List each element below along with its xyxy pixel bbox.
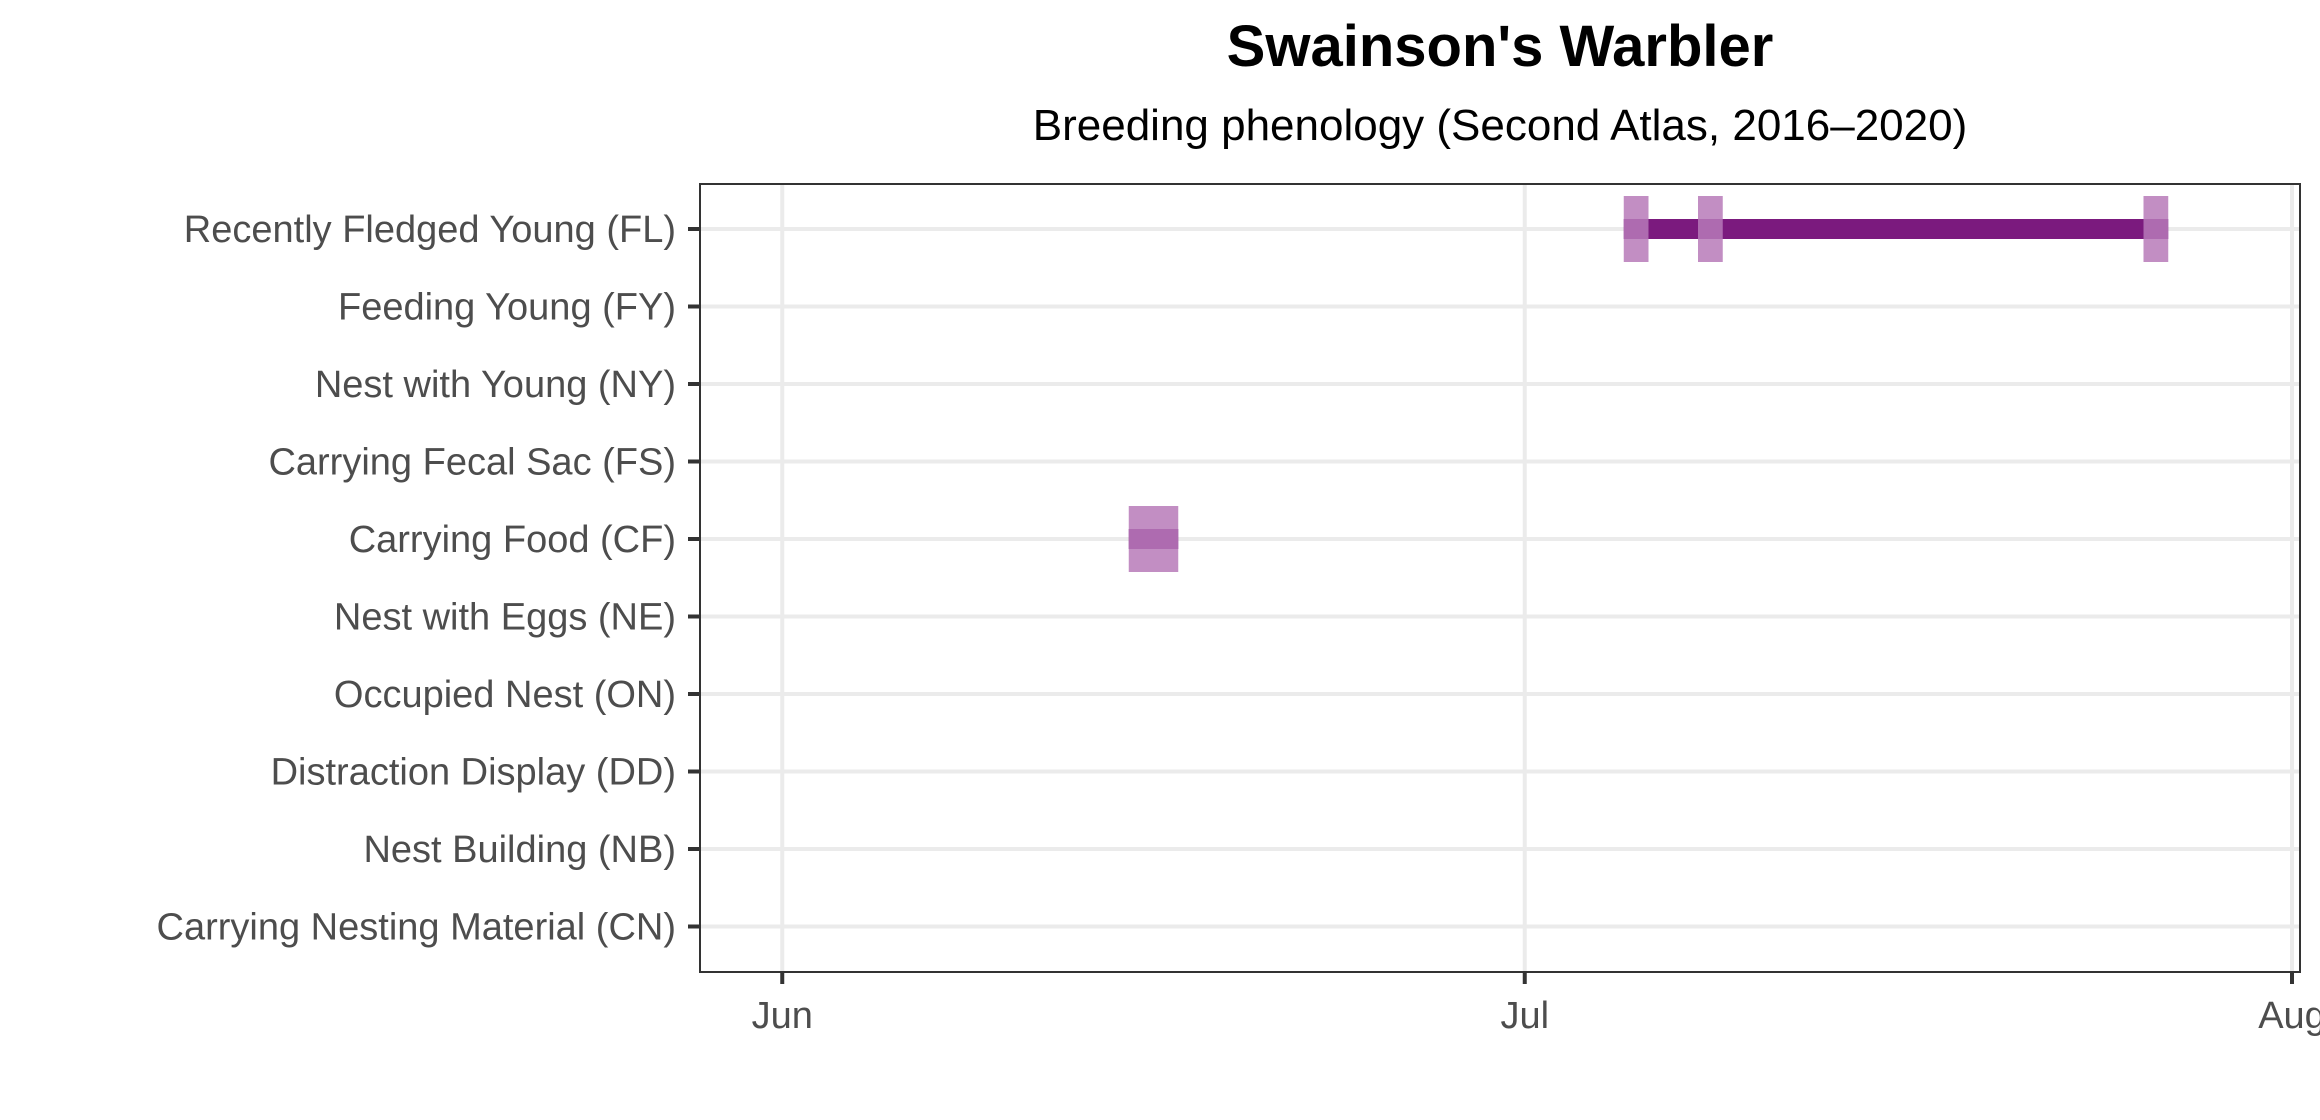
x-tick-label: Jun [752, 995, 813, 1037]
y-tick-label: Feeding Young (FY) [338, 287, 676, 329]
observation-mark [1153, 506, 1179, 572]
observation-marks [1128, 196, 2169, 572]
y-tick-label: Recently Fledged Young (FL) [184, 209, 676, 251]
plot-panel-border [699, 183, 2301, 973]
y-tick-label: Carrying Fecal Sac (FS) [268, 442, 676, 484]
x-tick-label: Aug [2258, 995, 2320, 1037]
y-tick-label: Occupied Nest (ON) [334, 674, 676, 716]
chart-subtitle: Breeding phenology (Second Atlas, 2016–2… [1033, 101, 1967, 150]
y-tick-label: Carrying Nesting Material (CN) [157, 907, 676, 949]
y-tick-label: Carrying Food (CF) [349, 519, 676, 561]
range-bar [1623, 219, 2169, 239]
observation-mark [2143, 196, 2169, 262]
x-tick-label: Jul [1500, 995, 1549, 1037]
observation-mark [1128, 506, 1154, 572]
y-tick-label: Distraction Display (DD) [271, 752, 676, 794]
y-axis: Recently Fledged Young (FL) Feeding Young… [157, 209, 700, 949]
y-tick-label: Nest with Eggs (NE) [334, 597, 676, 639]
x-axis: Jun Jul Aug [752, 972, 2320, 1037]
y-tick-label: Nest with Young (NY) [315, 364, 676, 406]
observation-mark [1698, 196, 1723, 262]
y-tick-label: Nest Building (NB) [363, 829, 676, 871]
grid-lines [700, 184, 2300, 972]
observation-mark [1623, 196, 1649, 262]
chart-title: Swainson's Warbler [1227, 14, 1774, 79]
